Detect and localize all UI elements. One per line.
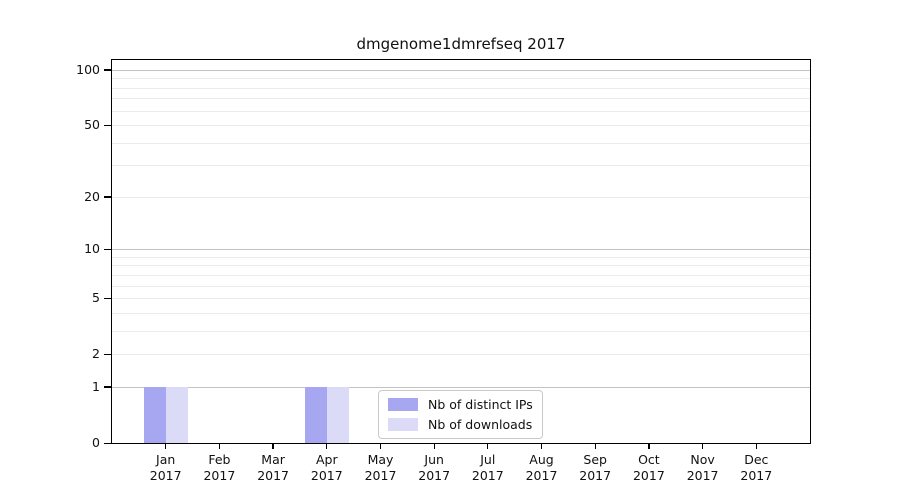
y-tick <box>104 124 111 126</box>
x-tick-label: Jul 2017 <box>453 452 523 484</box>
gridline-minor <box>112 312 810 314</box>
y-tick <box>104 248 111 250</box>
x-tick-year: 2017 <box>364 468 397 483</box>
bar <box>304 386 327 443</box>
gridline-major <box>112 386 810 388</box>
legend-label: Nb of distinct IPs <box>428 397 533 412</box>
x-tick-month: Jan <box>156 452 176 467</box>
x-tick-label: Apr 2017 <box>292 452 362 484</box>
gridline-minor <box>112 165 810 167</box>
x-tick-label: Aug 2017 <box>507 452 577 484</box>
gridline-major <box>112 249 810 251</box>
x-tick <box>755 443 757 449</box>
x-tick-month: Apr <box>315 452 338 467</box>
y-tick-label: 1 <box>92 378 100 394</box>
chart-title: dmgenome1dmrefseq 2017 <box>356 35 566 53</box>
gridline-minor <box>112 142 810 144</box>
x-tick-year: 2017 <box>310 468 343 483</box>
x-tick-month: Sep <box>583 452 607 467</box>
x-tick-year: 2017 <box>579 468 612 483</box>
x-tick-label: Mar 2017 <box>238 452 308 484</box>
gridline-minor <box>112 196 810 198</box>
y-tick <box>104 297 111 299</box>
x-tick <box>648 443 650 449</box>
x-tick-year: 2017 <box>418 468 451 483</box>
x-tick-month: Jul <box>480 452 496 467</box>
legend-label: Nb of downloads <box>428 417 533 432</box>
y-tick-label: 20 <box>84 188 100 204</box>
x-tick <box>487 443 489 449</box>
x-tick-month: Nov <box>690 452 715 467</box>
y-tick <box>104 69 111 71</box>
x-tick-label: Sep 2017 <box>560 452 630 484</box>
x-tick <box>594 443 596 449</box>
legend-swatch <box>388 418 418 431</box>
x-tick <box>379 443 382 449</box>
x-tick-year: 2017 <box>686 468 719 483</box>
x-tick-label: Oct 2017 <box>614 452 684 484</box>
y-tick <box>104 353 111 356</box>
gridline-minor <box>112 110 810 112</box>
gridline-minor <box>112 87 810 89</box>
gridline-minor <box>112 98 810 100</box>
x-tick-year: 2017 <box>525 468 558 483</box>
x-tick-year: 2017 <box>203 468 236 483</box>
y-tick-label: 50 <box>84 117 100 132</box>
x-tick-month: Jun <box>424 452 444 467</box>
legend-swatch <box>388 398 418 411</box>
gridline-minor <box>112 125 810 126</box>
x-tick-month: Dec <box>744 452 769 467</box>
x-tick-year: 2017 <box>632 468 665 483</box>
bar <box>143 386 166 443</box>
y-tick <box>104 386 111 388</box>
x-tick-label: Jun 2017 <box>399 452 469 484</box>
y-tick-label: 5 <box>92 290 100 306</box>
x-tick <box>218 443 221 449</box>
x-tick-year: 2017 <box>740 468 773 483</box>
bar <box>165 386 188 443</box>
x-tick-year: 2017 <box>257 468 289 483</box>
x-tick <box>433 443 435 449</box>
gridline-minor <box>112 354 810 356</box>
y-tick-label: 100 <box>76 61 100 77</box>
legend-row: Nb of downloads <box>388 417 533 432</box>
x-tick-label: May 2017 <box>346 452 416 484</box>
gridline-major <box>112 69 810 71</box>
gridline-minor <box>112 78 810 80</box>
x-tick-label: Dec 2017 <box>721 452 791 484</box>
gridline-minor <box>112 330 810 332</box>
x-tick-label: Jan 2017 <box>131 452 201 484</box>
gridline-minor <box>112 265 810 267</box>
y-tick-label: 2 <box>92 346 100 362</box>
gridline-minor <box>112 256 810 258</box>
x-tick-month: Feb <box>208 452 231 467</box>
x-tick-month: Aug <box>529 452 554 467</box>
x-tick <box>701 443 704 449</box>
y-tick-label: 10 <box>84 241 100 257</box>
x-tick-year: 2017 <box>149 468 182 483</box>
x-tick <box>272 443 274 449</box>
bar <box>326 386 349 443</box>
x-tick <box>165 443 167 449</box>
x-tick <box>326 443 328 449</box>
x-tick-month: Oct <box>638 452 660 467</box>
x-tick <box>540 443 543 449</box>
legend: Nb of distinct IPs Nb of downloads <box>378 390 543 439</box>
x-tick-year: 2017 <box>471 468 504 483</box>
gridline-minor <box>112 298 810 300</box>
x-tick-label: Nov 2017 <box>668 452 738 484</box>
legend-row: Nb of distinct IPs <box>388 397 533 412</box>
x-tick-label: Feb 2017 <box>184 452 254 484</box>
gridline-minor <box>112 274 810 276</box>
plot-area: 0 1 2 5 10 20 50 100 Jan 2017 Feb 2017 Mar 2017 Apr 20… <box>76 59 811 483</box>
y-tick <box>104 442 111 444</box>
y-tick-label: 0 <box>92 435 100 450</box>
x-tick-month: Mar <box>261 452 285 467</box>
x-tick-month: May <box>367 452 394 467</box>
y-tick <box>104 196 111 198</box>
gridline-minor <box>112 285 810 287</box>
